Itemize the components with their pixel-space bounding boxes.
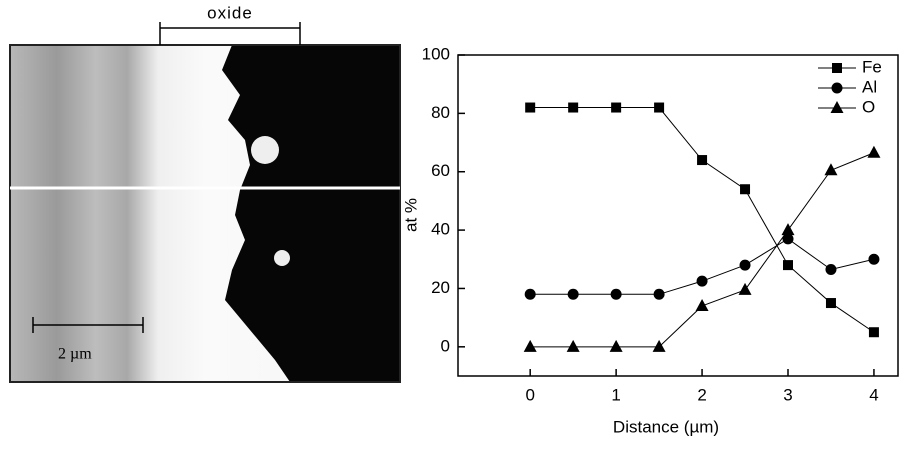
marker: [867, 145, 881, 158]
scale-bar-label: 2 µm: [58, 346, 92, 363]
x-axis-label: Distance (µm): [613, 417, 719, 436]
x-tick-label: 2: [697, 385, 706, 404]
plot-frame: [457, 54, 899, 377]
marker: [568, 102, 579, 113]
marker: [740, 184, 751, 195]
particle: [251, 136, 279, 164]
marker: [738, 282, 752, 295]
legend-label: O: [862, 97, 875, 116]
oxide-label: oxide: [207, 3, 253, 22]
y-tick-label: 40: [431, 220, 450, 239]
marker: [696, 275, 708, 287]
marker: [697, 155, 708, 166]
oxide-bracket: [159, 22, 301, 45]
legend-label: Al: [862, 77, 877, 96]
y-tick-label: 0: [441, 336, 450, 355]
x-tick-label: 0: [525, 385, 534, 404]
marker: [695, 298, 709, 311]
marker: [652, 339, 666, 352]
marker: [739, 259, 751, 271]
y-tick-label: 100: [422, 44, 450, 63]
marker: [567, 288, 579, 300]
marker: [653, 288, 665, 300]
series-line: [530, 107, 875, 333]
legend-label: Fe: [862, 57, 882, 76]
marker: [611, 102, 622, 113]
marker: [825, 298, 836, 309]
marker: [609, 339, 623, 352]
dark-region: [222, 45, 400, 382]
scale-bar: [32, 317, 144, 333]
x-tick-label: 1: [611, 385, 620, 404]
marker: [825, 263, 837, 275]
x-tick-label: 3: [783, 385, 792, 404]
marker: [783, 260, 793, 271]
y-tick-label: 60: [431, 161, 450, 180]
marker: [525, 102, 536, 113]
marker: [868, 327, 879, 338]
marker: [868, 253, 880, 265]
micrograph-frame: [9, 44, 401, 383]
marker: [781, 223, 795, 236]
marker: [610, 288, 622, 300]
series-line: [530, 152, 875, 348]
x-tick-label: 4: [869, 385, 878, 404]
particle: [274, 250, 290, 266]
marker: [523, 339, 537, 352]
micrograph: oxide 2 µm: [9, 3, 401, 383]
y-axis-label: at %: [401, 198, 420, 232]
marker: [524, 288, 536, 300]
legend-marker: [830, 101, 844, 113]
marker: [824, 163, 838, 176]
legend-marker: [831, 82, 843, 94]
legend-marker: [832, 63, 842, 73]
marker: [782, 233, 794, 245]
y-tick-label: 20: [431, 278, 450, 297]
y-tick-label: 80: [431, 103, 450, 122]
marker: [566, 339, 580, 352]
marker: [654, 102, 665, 113]
